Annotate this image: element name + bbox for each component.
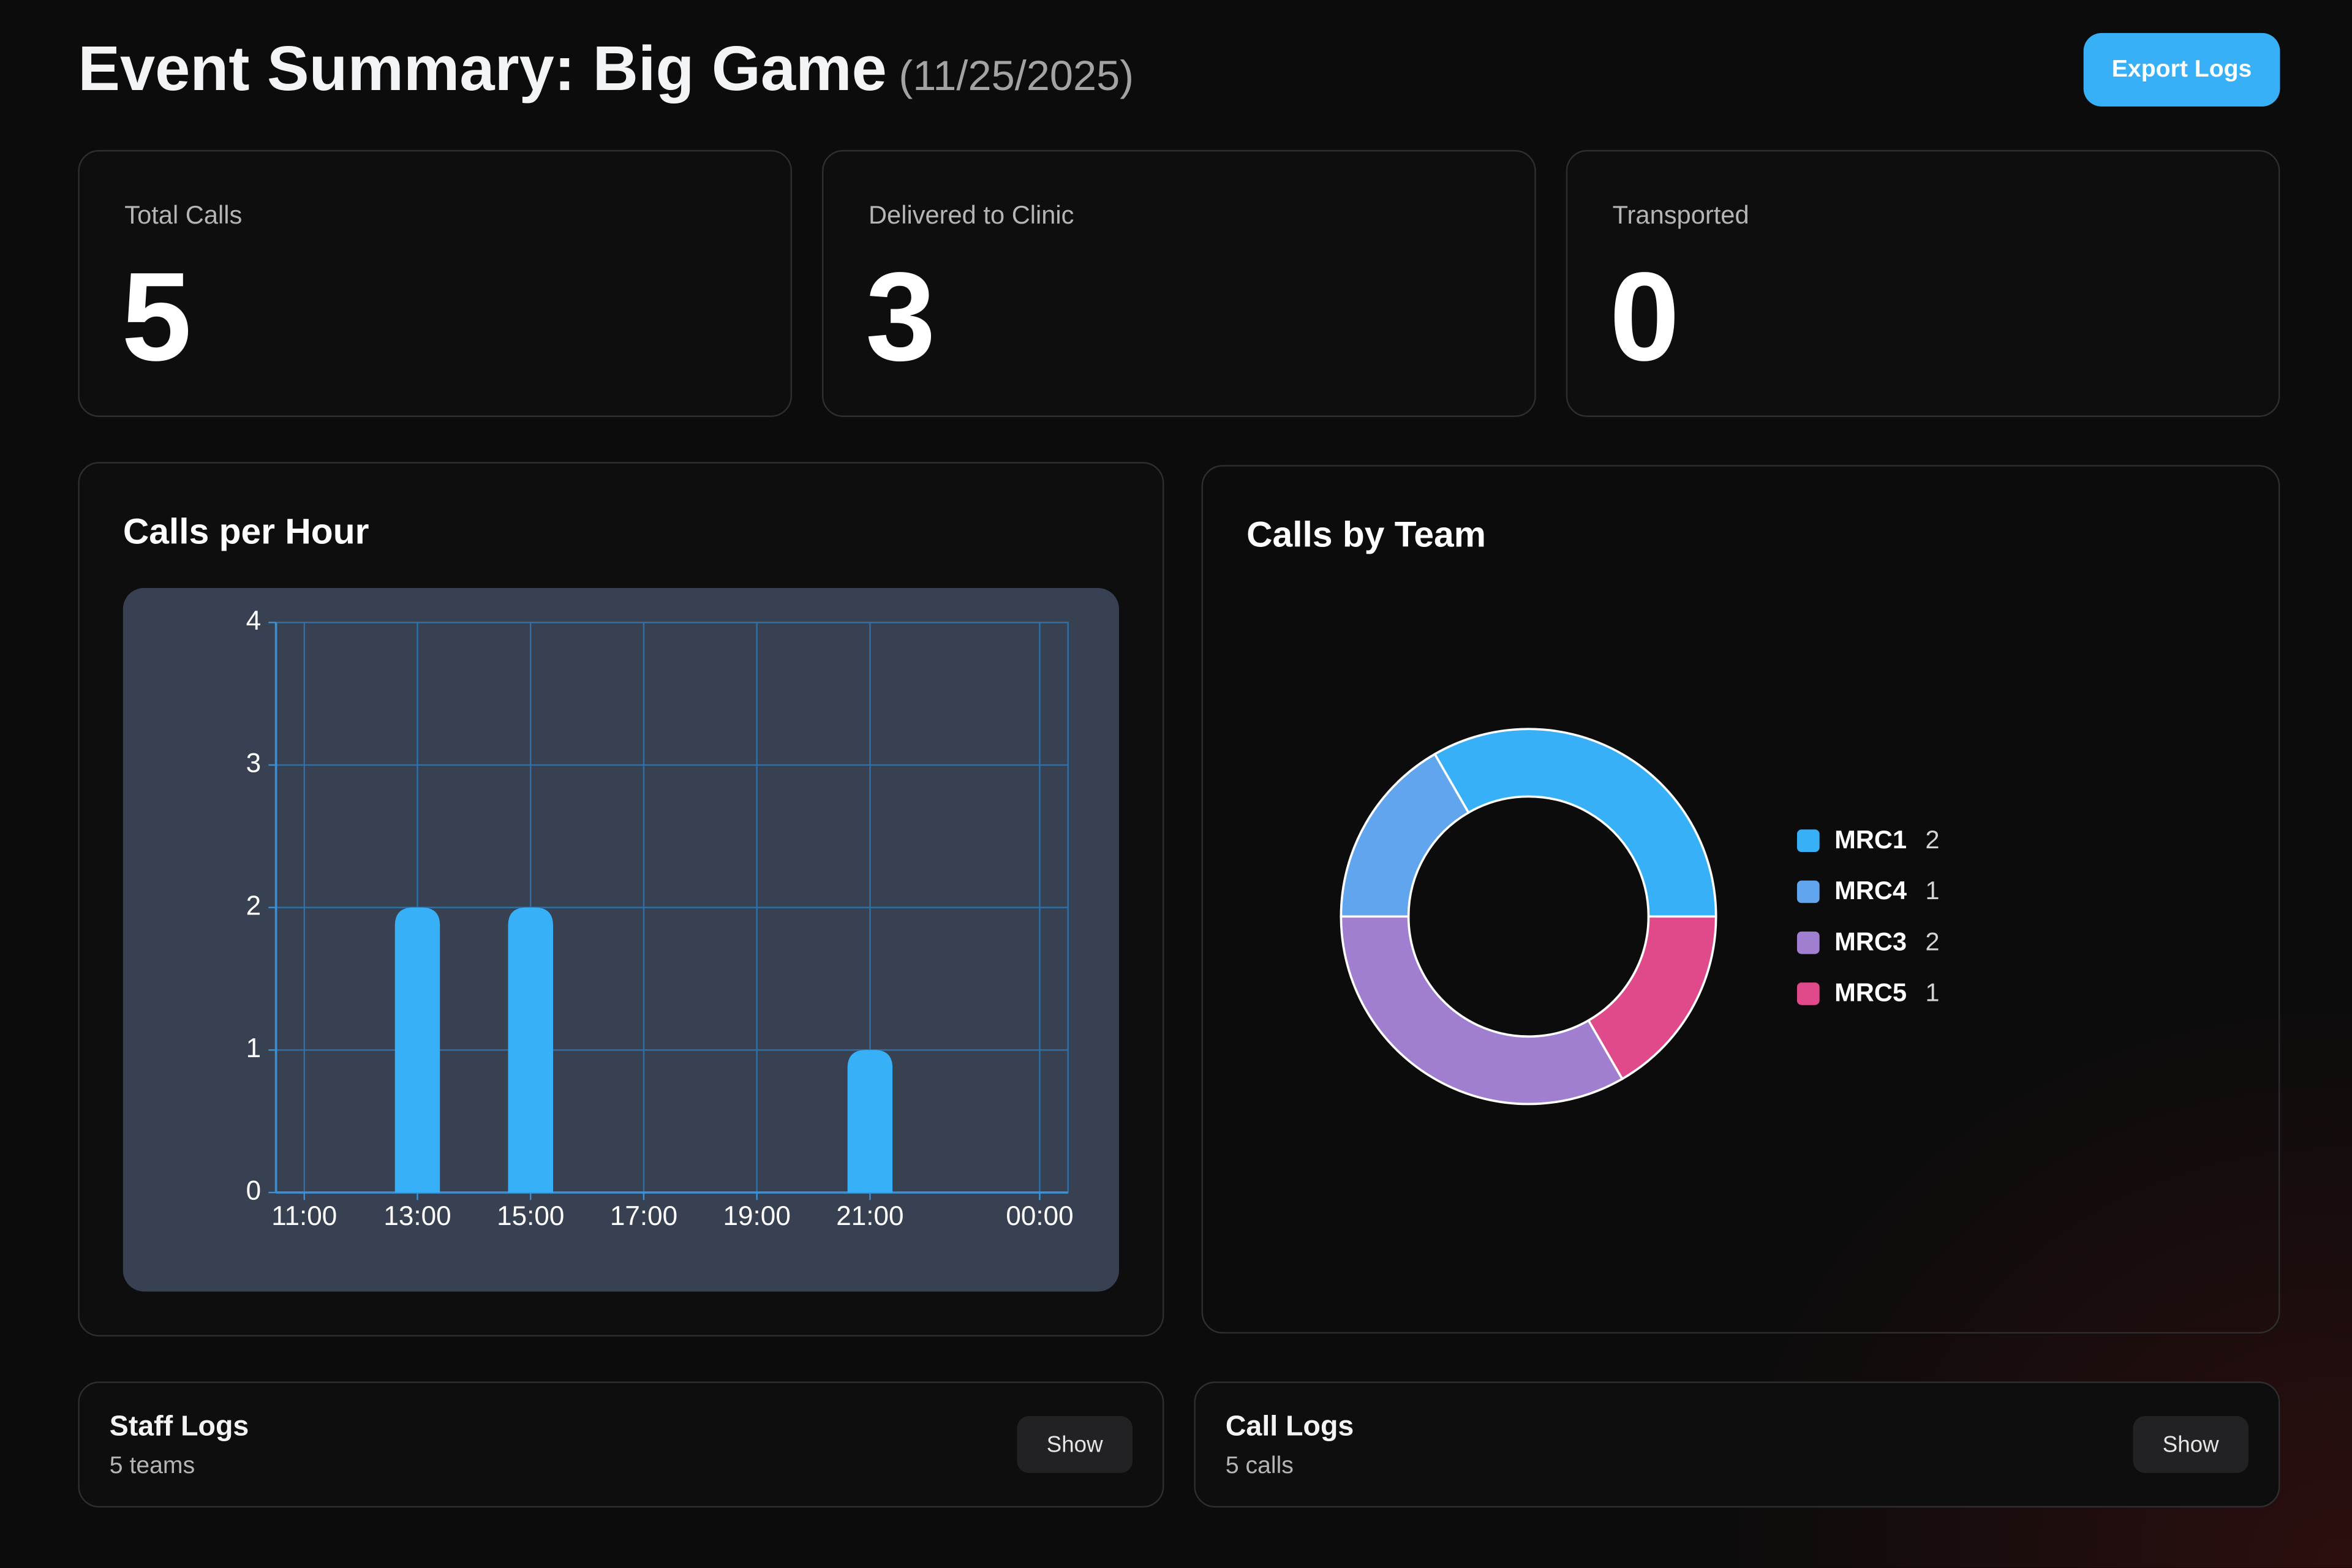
x-tick-label: 19:00 <box>723 1201 791 1231</box>
stat-card: Transported 0 <box>1566 149 2280 417</box>
export-button[interactable]: Export Logs <box>2083 32 2280 107</box>
bar <box>394 907 440 1193</box>
stat-value: 3 <box>865 246 936 387</box>
chart-card <box>1201 465 2280 1334</box>
x-tick-label: 15:00 <box>497 1201 564 1231</box>
chart-title: Calls by Team <box>1246 514 1486 554</box>
log-subtitle: 5 calls <box>1225 1453 1294 1479</box>
legend-swatch <box>1796 931 1820 954</box>
legend-label: MRC3 <box>1834 927 1907 956</box>
legend-value: 1 <box>1925 978 1939 1007</box>
legend-label: MRC5 <box>1834 978 1907 1007</box>
stat-label: Delivered to Clinic <box>868 201 1074 230</box>
stat-label: Total Calls <box>124 201 243 230</box>
bar <box>847 1050 893 1193</box>
y-tick-label: 1 <box>246 1033 262 1063</box>
bar <box>508 907 553 1193</box>
event-date: (11/25/2025) <box>899 52 1134 99</box>
donut-slice <box>1586 915 1717 1080</box>
log-card: Staff Logs 5 teams Show <box>78 1381 1164 1508</box>
legend-label: MRC1 <box>1834 825 1907 854</box>
legend-value: 2 <box>1925 927 1939 956</box>
stat-card: Delivered to Clinic 3 <box>822 149 1536 417</box>
stat-label: Transported <box>1612 201 1749 230</box>
x-tick-label: 13:00 <box>383 1201 451 1231</box>
legend-value: 2 <box>1925 825 1939 854</box>
chart-title: Calls per Hour <box>123 511 369 551</box>
donut-slice <box>1433 728 1717 918</box>
stat-value: 0 <box>1609 246 1680 387</box>
log-card: Call Logs 5 calls Show <box>1194 1381 2280 1508</box>
show-button[interactable]: Show <box>2133 1415 2249 1473</box>
x-tick-label: 21:00 <box>836 1201 903 1231</box>
y-tick-label: 3 <box>246 748 262 778</box>
log-title: Staff Logs <box>109 1411 249 1443</box>
stat-card: Total Calls 5 <box>78 149 793 417</box>
log-title: Call Logs <box>1225 1411 1354 1443</box>
show-button[interactable]: Show <box>1017 1415 1133 1473</box>
page-title: Event Summary: Big Game (11/25/2025) <box>78 33 1134 105</box>
legend-value: 1 <box>1925 876 1939 905</box>
stat-value: 5 <box>121 246 192 387</box>
legend-swatch <box>1796 880 1820 903</box>
x-tick-label: 17:00 <box>610 1201 677 1231</box>
legend-swatch <box>1796 982 1820 1005</box>
legend-swatch <box>1796 829 1820 853</box>
y-tick-label: 2 <box>246 891 262 921</box>
y-tick-label: 0 <box>246 1176 262 1206</box>
x-tick-label: 11:00 <box>271 1201 337 1231</box>
x-tick-label: 00:00 <box>1006 1201 1073 1231</box>
legend-label: MRC4 <box>1834 876 1907 905</box>
plot-panel <box>123 588 1119 1292</box>
title-text: Event Summary: Big Game <box>78 32 887 104</box>
log-subtitle: 5 teams <box>109 1453 195 1479</box>
y-tick-label: 4 <box>246 606 262 636</box>
donut-slice <box>1340 915 1624 1106</box>
donut-slice <box>1340 752 1471 918</box>
